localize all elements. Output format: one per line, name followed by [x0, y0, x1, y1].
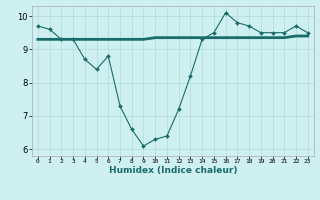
X-axis label: Humidex (Indice chaleur): Humidex (Indice chaleur): [108, 166, 237, 175]
